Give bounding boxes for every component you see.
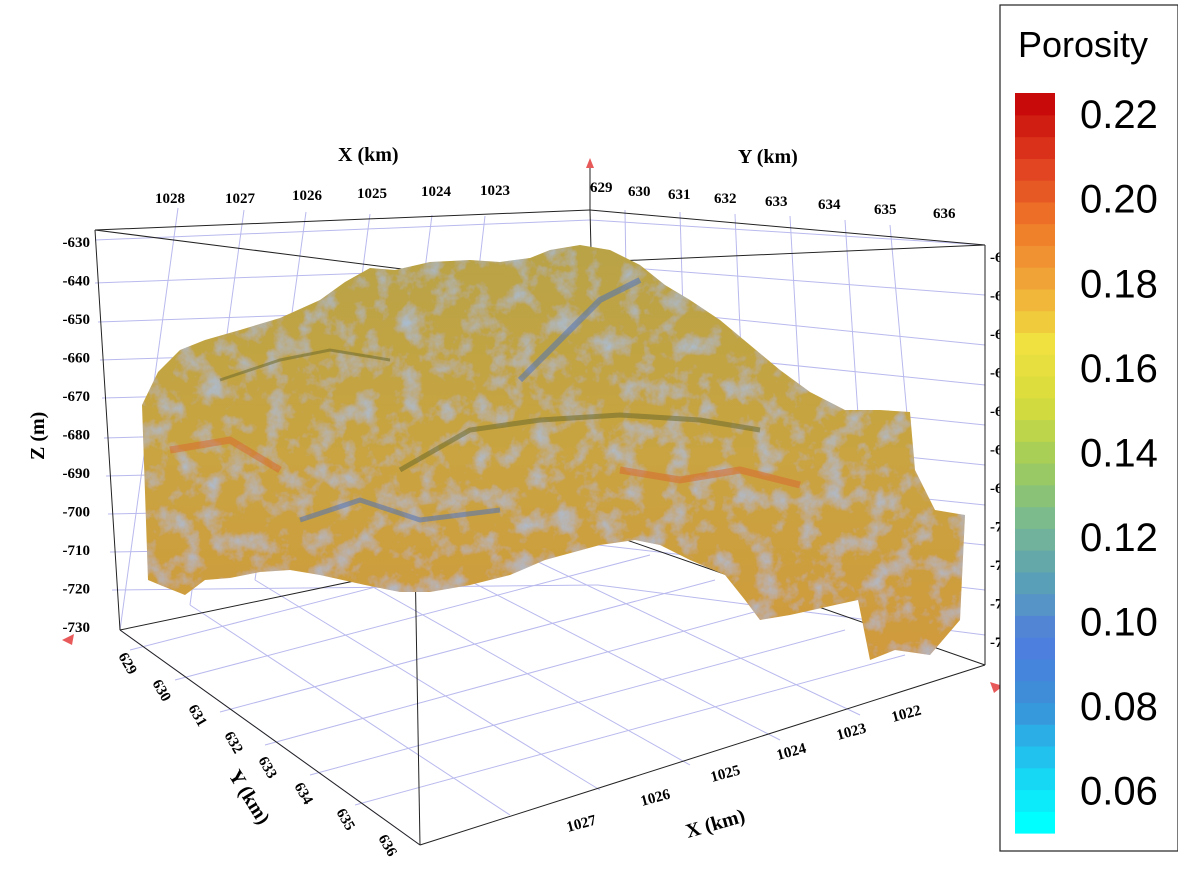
y-tick-top: 633 xyxy=(765,194,788,210)
x-tick-bottom: 1022 xyxy=(890,703,923,726)
colorbar-strip xyxy=(1015,702,1055,725)
colorbar-strip xyxy=(1015,441,1055,464)
y-tick-bottom: 635 xyxy=(333,806,358,833)
colorbar-strip xyxy=(1015,93,1055,116)
y-tick-top: 634 xyxy=(818,197,841,213)
x-axis-arrow-icon xyxy=(62,634,74,645)
colorbar-strip xyxy=(1015,745,1055,769)
y-tick-bottom: 632 xyxy=(221,729,246,756)
colorbar-title: Porosity xyxy=(1018,24,1148,65)
y-tick-top: 632 xyxy=(714,191,737,207)
x-axis-label-bottom: X (km) xyxy=(683,805,747,843)
colorbar-strip xyxy=(1015,811,1055,834)
colorbar-tick-label: 0.12 xyxy=(1080,516,1158,560)
colorbar-strip xyxy=(1015,637,1055,660)
colorbar-tick-label: 0.20 xyxy=(1080,178,1158,222)
colorbar-strip xyxy=(1015,506,1055,529)
y-tick-bottom: 633 xyxy=(255,754,280,781)
z-axis-label: Z (m) xyxy=(27,412,49,460)
y-tick-bottom: 631 xyxy=(185,702,210,729)
volume-ridges xyxy=(169,277,801,523)
colorbar-strip xyxy=(1015,267,1055,290)
colorbar-strip xyxy=(1015,550,1055,573)
x-tick-top: 1028 xyxy=(155,191,185,207)
colorbar-strip xyxy=(1015,767,1055,791)
x-tick-top: 1026 xyxy=(292,188,323,204)
colorbar-tick-label: 0.06 xyxy=(1080,770,1158,814)
y-tick-top: 630 xyxy=(628,184,651,200)
colorbar-strip xyxy=(1015,310,1055,334)
z-axis-arrow-icon xyxy=(586,158,594,168)
colorbar-strip xyxy=(1015,724,1055,747)
colorbar-strip xyxy=(1015,463,1055,486)
colorbar-strip xyxy=(1015,571,1055,595)
colorbar-strip xyxy=(1015,288,1055,312)
colorbar-strip xyxy=(1015,114,1055,138)
colorbar-strip xyxy=(1015,180,1055,203)
x-tick-top: 1023 xyxy=(480,183,510,199)
z-tick-left: -730 xyxy=(63,620,91,636)
z-tick-left: -680 xyxy=(63,428,91,444)
z-tick-left: -700 xyxy=(63,505,91,521)
x-tick-top: 1027 xyxy=(225,191,256,207)
colorbar-strip xyxy=(1015,658,1055,682)
y-tick-bottom: 630 xyxy=(149,677,174,704)
colorbar-strip xyxy=(1015,593,1055,616)
colorbar-strip xyxy=(1015,136,1055,159)
y-tick-top: 635 xyxy=(874,202,897,218)
colorbar-strip xyxy=(1015,680,1055,704)
colorbar-strip xyxy=(1015,223,1055,246)
x-tick-bottom: 1023 xyxy=(835,721,868,744)
y-tick-top: 631 xyxy=(668,187,691,203)
colorbar-tick-label: 0.18 xyxy=(1080,262,1158,306)
colorbar-tick-label: 0.22 xyxy=(1080,93,1158,137)
colorbar-tick-label: 0.10 xyxy=(1080,601,1158,645)
x-tick-top: 1025 xyxy=(357,186,387,202)
y-tick-top: 629 xyxy=(590,180,613,196)
colorbar: Porosity 0.22 0.20 0.18 0.16 0.14 0.12 0.10 0.0… xyxy=(999,4,1178,852)
y-axis-label-top: Y (km) xyxy=(738,146,798,168)
x-tick-bottom: 1025 xyxy=(709,763,742,786)
z-tick-left: -670 xyxy=(63,389,91,405)
colorbar-tick-label: 0.14 xyxy=(1080,431,1158,475)
y-tick-bottom: 634 xyxy=(291,780,316,808)
y-tick-bottom: 629 xyxy=(115,650,140,677)
x-tick-bottom: 1026 xyxy=(639,787,673,810)
z-tick-left: -630 xyxy=(63,235,91,251)
colorbar-strip xyxy=(1015,245,1055,268)
colorbar-strip xyxy=(1015,615,1055,638)
x-axis-label-top: X (km) xyxy=(338,144,399,166)
x-tick-bottom: 1027 xyxy=(565,813,599,836)
z-tick-left: -660 xyxy=(63,351,91,367)
colorbar-strip xyxy=(1015,375,1055,399)
colorbar-strip xyxy=(1015,332,1055,355)
x-tick-top: 1024 xyxy=(421,184,452,200)
z-tick-left: -640 xyxy=(63,274,91,290)
z-tick-left: -710 xyxy=(63,543,91,559)
colorbar-strip xyxy=(1015,484,1055,508)
y-axis-arrow-icon xyxy=(990,682,1003,693)
colorbar-strip xyxy=(1015,354,1055,377)
colorbar-strip xyxy=(1015,397,1055,421)
x-tick-bottom: 1024 xyxy=(775,741,809,764)
y-tick-top: 636 xyxy=(933,206,956,222)
colorbar-strip xyxy=(1015,201,1055,225)
z-tick-left: -650 xyxy=(63,312,91,328)
colorbar-strip xyxy=(1015,528,1055,551)
colorbar-strip xyxy=(1015,158,1055,181)
z-tick-left: -720 xyxy=(63,582,91,598)
y-tick-bottom: 636 xyxy=(375,832,400,860)
colorbar-tick-label: 0.16 xyxy=(1080,347,1158,391)
z-tick-left: -690 xyxy=(63,466,91,482)
colorbar-strip xyxy=(1015,419,1055,442)
porosity-volume xyxy=(142,245,965,660)
colorbar-tick-label: 0.08 xyxy=(1080,685,1158,729)
colorbar-strip xyxy=(1015,789,1055,812)
